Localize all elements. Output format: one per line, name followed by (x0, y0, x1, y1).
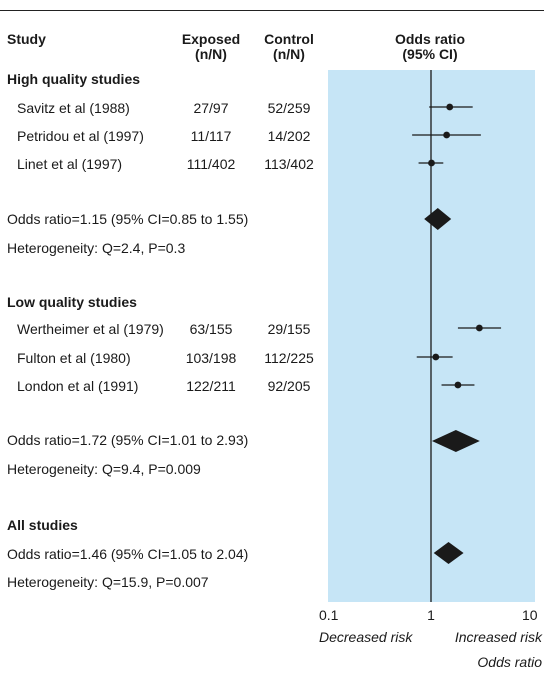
study-control: 52/259 (267, 100, 311, 116)
heterogeneity-text: Heterogeneity: Q=9.4, P=0.009 (7, 461, 201, 477)
study-control: 112/225 (264, 350, 314, 366)
study-name: Savitz et al (1988) (17, 100, 130, 116)
header-study: Study (7, 31, 46, 47)
axis-tick-label: 1 (427, 607, 435, 623)
study-exposed: 27/97 (193, 100, 229, 116)
point-estimate (428, 159, 435, 167)
axis-tick-label: 0.1 (319, 607, 339, 623)
group-title-high-quality: High quality studies (7, 71, 141, 87)
study-name: Linet et al (1997) (17, 156, 123, 172)
study-exposed: 11/117 (190, 128, 232, 144)
study-exposed: 103/198 (185, 350, 237, 366)
point-estimate (446, 103, 454, 111)
header-odds-ratio-line2: (95% CI) (402, 46, 458, 62)
axis-title: Odds ratio (477, 654, 542, 670)
axis-left-label: Decreased risk (319, 629, 413, 645)
point-estimate (475, 324, 483, 332)
summary-diamond (431, 430, 480, 452)
study-exposed: 111/402 (186, 156, 236, 172)
heterogeneity-text: Heterogeneity: Q=15.9, P=0.007 (7, 574, 209, 590)
summary-text: Odds ratio=1.72 (95% CI=1.01 to 2.93) (7, 432, 249, 448)
top-rule (0, 10, 544, 11)
study-control: 14/202 (267, 128, 311, 144)
header-control-line1: Control (264, 31, 314, 47)
summary-diamond (424, 208, 452, 230)
point-estimate (432, 353, 440, 361)
summary-diamond (433, 542, 464, 564)
summary-text: Odds ratio=1.46 (95% CI=1.05 to 2.04) (7, 546, 249, 562)
heterogeneity-text: Heterogeneity: Q=2.4, P=0.3 (7, 240, 186, 256)
group-title-low-quality: Low quality studies (7, 294, 137, 310)
study-control: 29/155 (267, 321, 311, 337)
header-control-line2: (n/N) (273, 46, 305, 62)
study-control: 113/402 (264, 156, 314, 172)
study-name: Fulton et al (1980) (17, 350, 131, 366)
header-exposed-line2: (n/N) (195, 46, 227, 62)
axis-tick-label: 10 (522, 607, 538, 623)
axis-right-label: Increased risk (454, 629, 542, 645)
study-name: Petridou et al (1997) (17, 128, 144, 144)
summary-text: Odds ratio=1.15 (95% CI=0.85 to 1.55) (7, 211, 249, 227)
study-control: 92/205 (267, 378, 311, 394)
group-title-all-studies: All studies (7, 517, 78, 533)
point-estimate (443, 131, 451, 139)
study-name: Wertheimer et al (1979) (17, 321, 164, 337)
point-estimate (454, 381, 462, 389)
study-exposed: 122/211 (186, 378, 236, 394)
header-exposed-line1: Exposed (181, 31, 241, 47)
header-odds-ratio-line1: Odds ratio (394, 31, 465, 47)
study-exposed: 63/155 (189, 321, 233, 337)
study-name: London et al (1991) (17, 378, 139, 394)
